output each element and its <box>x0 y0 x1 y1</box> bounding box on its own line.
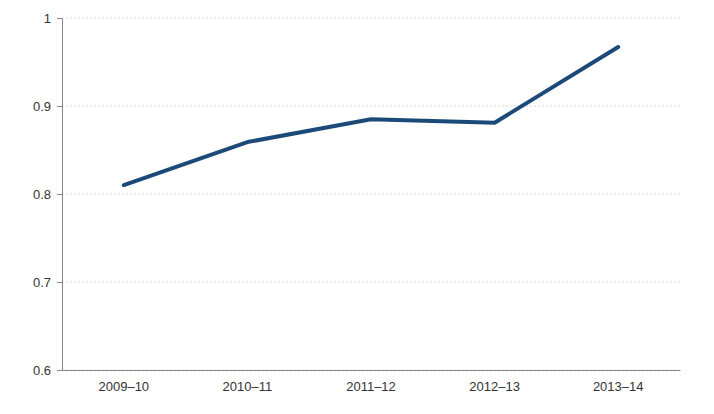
x-tick: 2011–12 <box>346 370 396 394</box>
y-tick: 0.9 <box>33 99 62 114</box>
grid-line <box>62 282 680 283</box>
y-tick-mark <box>57 106 62 107</box>
x-tick: 2012–13 <box>469 370 520 394</box>
grid-line <box>62 370 680 371</box>
x-tick-label: 2013–14 <box>593 379 644 394</box>
y-tick: 0.6 <box>33 363 62 378</box>
grid-line <box>62 106 680 107</box>
x-tick-label: 2010–11 <box>223 379 273 394</box>
y-tick: 0.8 <box>33 187 62 202</box>
x-tick: 2010–11 <box>223 370 273 394</box>
grid <box>62 18 680 370</box>
x-axis: 2009–10 2010–11 2011–12 2012–13 2013–14 <box>63 370 681 394</box>
y-tick-mark <box>57 282 62 283</box>
x-axis-line <box>63 370 681 371</box>
y-axis: 0.6 0.7 0.8 0.9 1 <box>33 11 63 378</box>
y-tick-mark <box>57 194 62 195</box>
y-tick-label: 1 <box>44 11 51 26</box>
y-tick-mark <box>57 370 62 371</box>
y-tick-label: 0.7 <box>33 275 51 290</box>
marks <box>124 47 618 185</box>
x-tick-label: 2012–13 <box>469 379 520 394</box>
y-tick-label: 0.9 <box>33 99 51 114</box>
y-tick: 1 <box>44 11 62 26</box>
grid-line <box>62 18 680 19</box>
plot-area: 0.6 0.7 0.8 0.9 1 2009–10 2010–11 2011–12 2012–1… <box>33 11 681 395</box>
x-tick-label: 2009–10 <box>98 379 149 394</box>
line <box>124 47 618 185</box>
y-tick: 0.7 <box>33 275 62 290</box>
chart: 0.6 0.7 0.8 0.9 1 2009–10 2010–11 2011–12 2012–1… <box>0 0 714 414</box>
x-tick-label: 2011–12 <box>346 379 396 394</box>
y-tick-label: 0.8 <box>33 187 51 202</box>
y-axis-line <box>57 19 63 371</box>
y-tick-label: 0.6 <box>33 363 51 378</box>
y-tick-mark <box>57 18 62 19</box>
grid-line <box>62 194 680 195</box>
x-tick: 2013–14 <box>593 370 644 394</box>
x-tick: 2009–10 <box>98 370 149 394</box>
